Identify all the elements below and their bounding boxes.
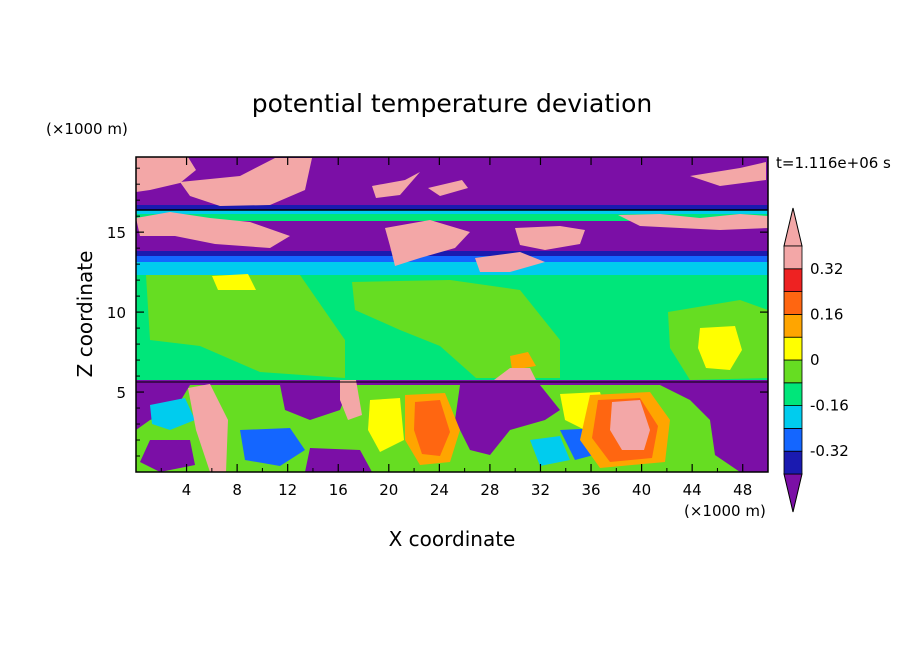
- x-tick-label: 24: [430, 481, 449, 499]
- colorbar-swatch: [783, 382, 803, 406]
- colorbar: 0.32 0.16 0 -0.16 -0.32: [783, 207, 849, 513]
- band-transition: [136, 210, 768, 214]
- eddy-yellow: [368, 398, 404, 452]
- x-tick-label: 48: [733, 481, 752, 499]
- patch-positive: [372, 172, 420, 198]
- x-axis-label: X coordinate: [389, 527, 516, 551]
- patch-positive: [136, 212, 290, 248]
- y-tick-label: 10: [107, 304, 126, 322]
- eddy-negative: [280, 385, 350, 420]
- x-tick-label: 40: [632, 481, 651, 499]
- colorbar-swatch: [783, 245, 803, 270]
- x-tick-label: 8: [232, 481, 242, 499]
- colorbar-swatch: [783, 450, 803, 475]
- patch-positive: [475, 252, 545, 272]
- colorbar-label: -0.16: [810, 397, 849, 415]
- plot-frame: [135, 156, 769, 473]
- second-band-edge: [136, 251, 768, 257]
- x-axis-ticks: 4 8 12 16 20 24 28 32 36 40 44 48: [160, 157, 752, 499]
- x-tick-label: 44: [683, 481, 702, 499]
- colorbar-swatch: [783, 336, 803, 361]
- eddy-blue: [240, 428, 305, 466]
- patch-positive: [385, 220, 470, 266]
- patch-positive: [136, 157, 196, 192]
- eddy-positive: [188, 384, 228, 472]
- x-tick-label: 32: [531, 481, 550, 499]
- x-tick-label: 12: [278, 481, 297, 499]
- colorbar-label: -0.32: [810, 442, 849, 460]
- band-blue: [136, 256, 768, 263]
- colorbar-upper-triangle: [783, 207, 803, 247]
- patch-positive: [428, 180, 468, 196]
- x-tick-label: 36: [581, 481, 600, 499]
- x-tick-label: 20: [379, 481, 398, 499]
- band-light: [136, 214, 768, 221]
- patch-green-positive: [146, 275, 345, 378]
- eddy-positive: [610, 400, 650, 450]
- eddy-negative: [660, 385, 768, 472]
- eddy-positive: [340, 380, 362, 420]
- colorbar-lower-triangle: [783, 473, 803, 513]
- y-unit-label: (×1000 m): [46, 120, 128, 138]
- patch-positive: [180, 158, 312, 206]
- y-axis-ticks: 5 10 15: [107, 167, 768, 457]
- colorbar-swatch: [783, 427, 803, 452]
- patch-green-positive: [352, 280, 560, 378]
- top-band-edge: [136, 205, 768, 210]
- colorbar-swatch: [783, 291, 803, 315]
- x-tick-label: 4: [182, 481, 192, 499]
- x-tick-label: 16: [329, 481, 348, 499]
- colorbar-swatch: [783, 313, 803, 338]
- eddy-red: [414, 400, 450, 456]
- colorbar-label: 0.32: [810, 260, 843, 278]
- eddy-negative: [455, 385, 560, 455]
- patch-positive: [618, 214, 768, 230]
- eddy-cyan: [530, 436, 570, 466]
- patch-yellow: [698, 326, 742, 370]
- patch-orange: [510, 352, 536, 370]
- colorbar-label: 0: [810, 351, 820, 369]
- time-label: t=1.116e+06 s: [776, 154, 891, 172]
- eddy-cyan: [150, 398, 195, 430]
- plot-field: [136, 157, 768, 472]
- patch-positive: [690, 162, 766, 186]
- patch-positive: [515, 226, 585, 250]
- patch-yellow: [212, 274, 256, 290]
- y-axis-label: Z coordinate: [73, 251, 97, 378]
- y-tick-label: 5: [116, 384, 126, 402]
- chart-title: potential temperature deviation: [252, 89, 652, 118]
- colorbar-swatch: [783, 359, 803, 384]
- colorbar-swatch: [783, 405, 803, 429]
- x-unit-label: (×1000 m): [684, 502, 766, 520]
- colorbar-label: 0.16: [810, 305, 843, 323]
- eddy-negative: [305, 448, 372, 472]
- x-tick-label: 28: [480, 481, 499, 499]
- y-tick-label: 15: [107, 224, 126, 242]
- eddy-negative: [140, 440, 195, 472]
- colorbar-swatch: [783, 268, 803, 292]
- band-cyan: [136, 262, 768, 275]
